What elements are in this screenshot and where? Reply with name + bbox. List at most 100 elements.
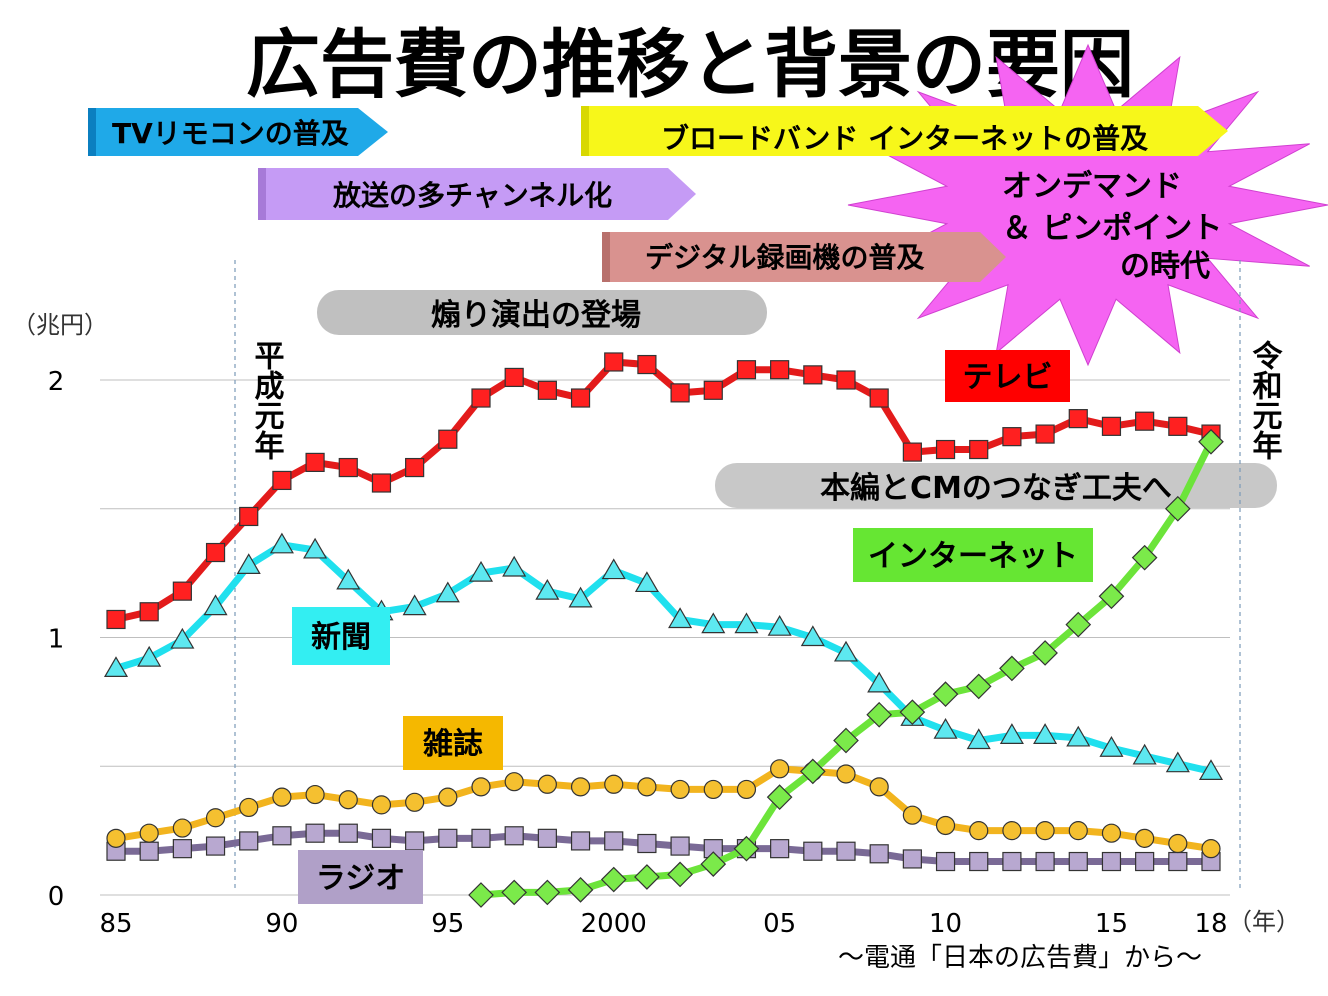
data-point xyxy=(305,452,325,472)
banner-aori: 煽り演出の登場 xyxy=(317,290,767,335)
series-label-text: インターネット xyxy=(868,539,1078,574)
data-point xyxy=(1168,851,1188,872)
series-label-0: テレビ xyxy=(945,350,1070,402)
series-label-4: インターネット xyxy=(853,528,1093,582)
data-point xyxy=(272,826,292,846)
data-point xyxy=(1168,416,1188,436)
series-line xyxy=(114,541,1212,775)
data-point xyxy=(600,866,627,893)
x-tick-label: 2000 xyxy=(581,909,647,939)
data-point xyxy=(869,388,889,408)
banner-digital-recorder-label: デジタル録画機の普及 xyxy=(645,241,924,274)
series-line xyxy=(115,765,1212,853)
data-point xyxy=(468,560,494,582)
data-point xyxy=(770,360,790,380)
data-point xyxy=(703,380,723,400)
data-point xyxy=(1135,851,1155,872)
data-point xyxy=(803,365,823,385)
x-tick-label: 85 xyxy=(99,909,132,939)
data-point xyxy=(402,594,427,616)
data-point xyxy=(172,581,192,601)
data-point xyxy=(836,841,856,861)
data-point xyxy=(239,831,259,851)
data-point xyxy=(305,823,325,843)
data-point xyxy=(969,851,989,872)
data-point xyxy=(935,851,956,872)
era-marker-label: 令和元年 xyxy=(1247,339,1283,460)
data-point xyxy=(1131,544,1158,571)
data-point xyxy=(203,594,228,616)
data-point xyxy=(371,828,392,848)
data-point xyxy=(303,537,328,559)
source-note: ～電通「日本の広告費」から～ xyxy=(838,943,1202,973)
data-point xyxy=(534,879,561,906)
banner-tv-remote: TVリモコンの普及 xyxy=(88,108,388,156)
data-point xyxy=(1035,851,1055,872)
data-point xyxy=(405,457,425,478)
data-point xyxy=(1066,725,1091,747)
data-point xyxy=(272,787,292,807)
data-point xyxy=(269,532,294,554)
data-point xyxy=(935,439,956,460)
data-point xyxy=(833,640,859,662)
banner-multichannel-label: 放送の多チャンネル化 xyxy=(332,179,612,212)
data-point xyxy=(836,370,856,390)
data-point xyxy=(902,805,922,825)
data-point xyxy=(634,571,659,593)
banner-tsunagi: 本編とCMのつなぎ工夫へ xyxy=(715,463,1277,508)
data-point xyxy=(501,879,528,906)
data-point xyxy=(833,727,859,754)
data-point xyxy=(733,835,760,862)
data-point xyxy=(537,380,557,400)
data-point xyxy=(935,815,956,836)
data-point xyxy=(637,354,657,375)
data-point xyxy=(537,774,557,794)
data-point xyxy=(736,779,757,800)
data-point xyxy=(1099,736,1124,757)
data-point xyxy=(139,823,159,843)
data-point xyxy=(1033,723,1058,744)
data-point xyxy=(172,818,192,838)
data-point xyxy=(902,849,922,869)
data-point xyxy=(799,758,826,785)
data-point xyxy=(999,723,1024,744)
chart-title: 広告費の推移と背景の要因 xyxy=(246,22,1134,108)
data-point xyxy=(1135,828,1155,848)
data-point xyxy=(969,439,989,460)
x-tick-label: 10 xyxy=(929,909,962,939)
data-point xyxy=(239,506,259,527)
series-line xyxy=(480,440,1215,899)
data-point xyxy=(601,558,626,580)
data-point xyxy=(604,774,624,794)
starburst-line-3: の時代 xyxy=(1120,249,1210,284)
data-point xyxy=(604,831,624,851)
data-point xyxy=(902,442,922,462)
data-point xyxy=(1168,833,1188,854)
banner-broadband: ブロードバンド インターネットの普及 xyxy=(581,106,1228,156)
data-point xyxy=(405,831,425,851)
data-point xyxy=(471,388,491,408)
data-point xyxy=(371,473,392,493)
data-point xyxy=(1068,851,1088,872)
data-point xyxy=(670,383,690,403)
data-point xyxy=(734,612,759,634)
data-point xyxy=(535,578,560,600)
series-line xyxy=(115,358,1212,623)
series-3 xyxy=(106,823,1221,872)
data-point xyxy=(1198,428,1224,455)
x-axis-ticks: 85 90 95 2000 05 10 15 18 xyxy=(99,909,1227,939)
data-point xyxy=(1068,409,1088,429)
x-tick-label: 95 xyxy=(431,909,464,939)
data-point xyxy=(1035,424,1055,444)
x-unit-label: （年） xyxy=(1228,908,1300,936)
data-point xyxy=(1002,427,1022,447)
data-point xyxy=(471,777,491,797)
series-label-box xyxy=(403,716,503,770)
data-point xyxy=(236,553,261,575)
data-point xyxy=(106,609,126,630)
data-point xyxy=(969,821,989,841)
data-point xyxy=(1198,759,1224,781)
data-point xyxy=(568,586,593,608)
data-point xyxy=(272,470,292,491)
